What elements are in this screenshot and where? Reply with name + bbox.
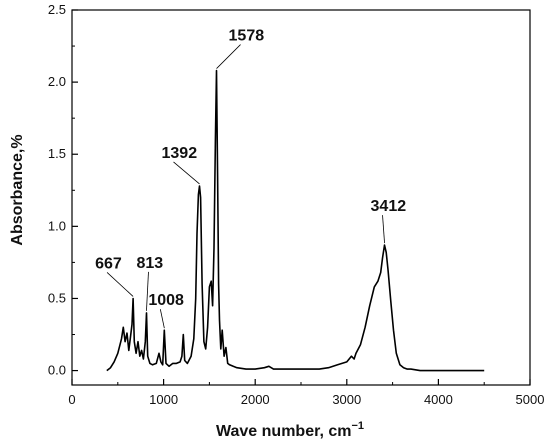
y-tick-label: 1.0 — [48, 218, 66, 233]
annotation-leader-line — [106, 272, 134, 297]
annotation-leader-line — [146, 271, 149, 311]
series-line — [106, 69, 485, 372]
peak-label: 1008 — [148, 292, 184, 309]
x-tick-label: 5000 — [516, 392, 545, 407]
y-tick-label: 0.0 — [48, 363, 66, 378]
y-tick-label: 2.0 — [48, 74, 66, 89]
y-tick-label: 2.5 — [48, 2, 66, 17]
x-axis-title: Wave number, cm−1 — [216, 420, 364, 440]
annotation-leader-line — [159, 309, 165, 329]
y-axis-title: Absorbance,% — [9, 134, 26, 245]
annotation-leader-line — [173, 161, 200, 185]
x-tick-label: 4000 — [424, 392, 453, 407]
annotation-leader-line — [216, 44, 241, 69]
peak-label: 813 — [136, 255, 163, 272]
y-tick-label: 1.5 — [48, 146, 66, 161]
peak-label: 667 — [95, 255, 122, 272]
x-axis-title-text: Wave number, cm — [216, 423, 351, 440]
annotation-leaders — [106, 44, 385, 329]
x-tick-label: 1000 — [149, 392, 178, 407]
peak-labels: 667 813 1008 1392 1578 3412 — [95, 28, 406, 310]
x-tick-label: 0 — [68, 392, 75, 407]
peak-label: 3412 — [371, 198, 407, 215]
plot-area-frame — [71, 9, 531, 386]
peak-label: 1578 — [229, 28, 265, 45]
x-tick-label: 2000 — [241, 392, 270, 407]
x-tick-label: 3000 — [332, 392, 361, 407]
x-axis-title-superscript: −1 — [351, 420, 364, 432]
annotation-leader-line — [382, 215, 385, 244]
y-tick-label: 0.5 — [48, 290, 66, 305]
y-axis-ticks: 0.0 0.5 1.0 1.5 2.0 2.5 — [48, 2, 78, 378]
peak-label: 1392 — [162, 145, 198, 162]
x-axis-ticks: 0 1000 2000 3000 4000 5000 — [68, 379, 544, 407]
